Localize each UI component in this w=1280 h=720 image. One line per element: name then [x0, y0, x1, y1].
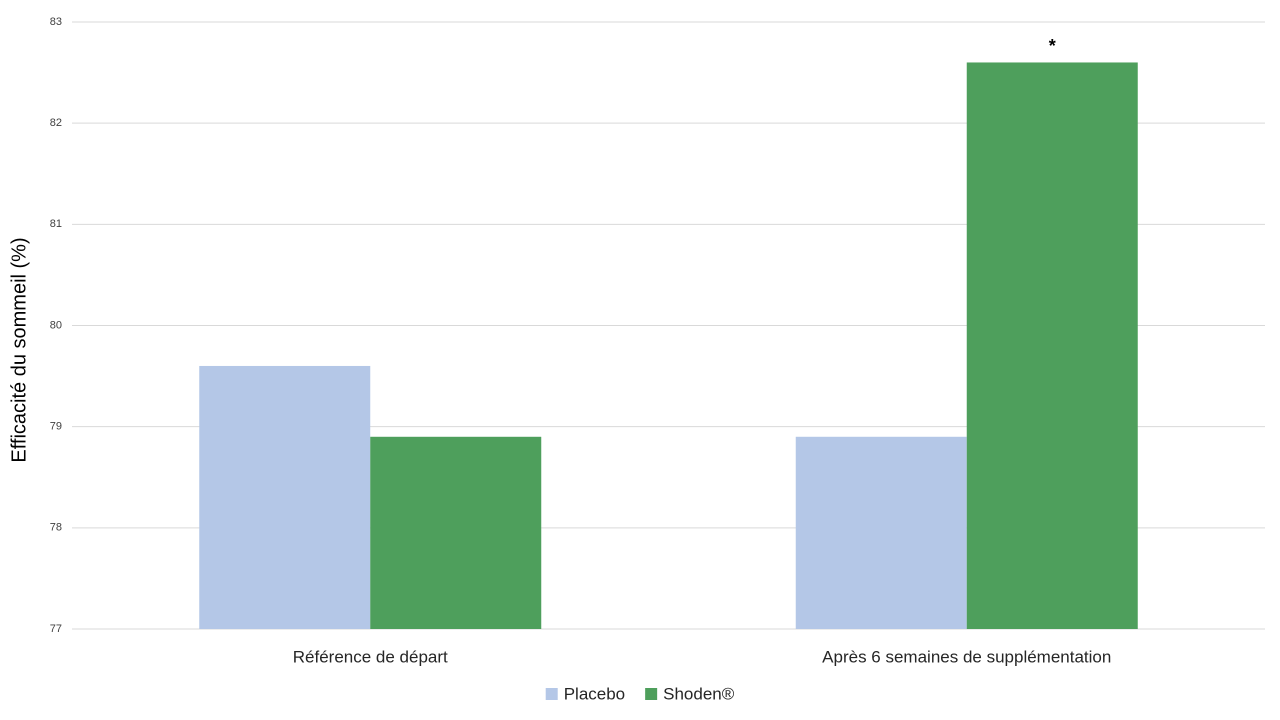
- y-tick-label: 79: [50, 421, 62, 433]
- y-tick-label: 81: [50, 218, 62, 230]
- y-tick-label: 78: [50, 522, 62, 534]
- x-tick-label: Référence de départ: [293, 647, 448, 666]
- legend-label: Shoden®: [663, 684, 735, 703]
- bar: [795, 436, 967, 629]
- annotation: *: [1049, 36, 1056, 56]
- y-axis-label: Efficacité du sommeil (%): [8, 237, 30, 462]
- y-tick-label: 80: [50, 319, 62, 331]
- legend-label: Placebo: [564, 684, 625, 703]
- y-tick-label: 83: [50, 16, 62, 28]
- y-tick-label: 82: [50, 117, 62, 129]
- bar: [966, 62, 1138, 629]
- legend-swatch: [545, 688, 558, 700]
- bar: [199, 365, 371, 629]
- bar: [370, 436, 542, 629]
- y-tick-label: 77: [50, 623, 62, 635]
- x-tick-label: Après 6 semaines de supplémentation: [822, 647, 1111, 666]
- legend-swatch: [645, 688, 658, 700]
